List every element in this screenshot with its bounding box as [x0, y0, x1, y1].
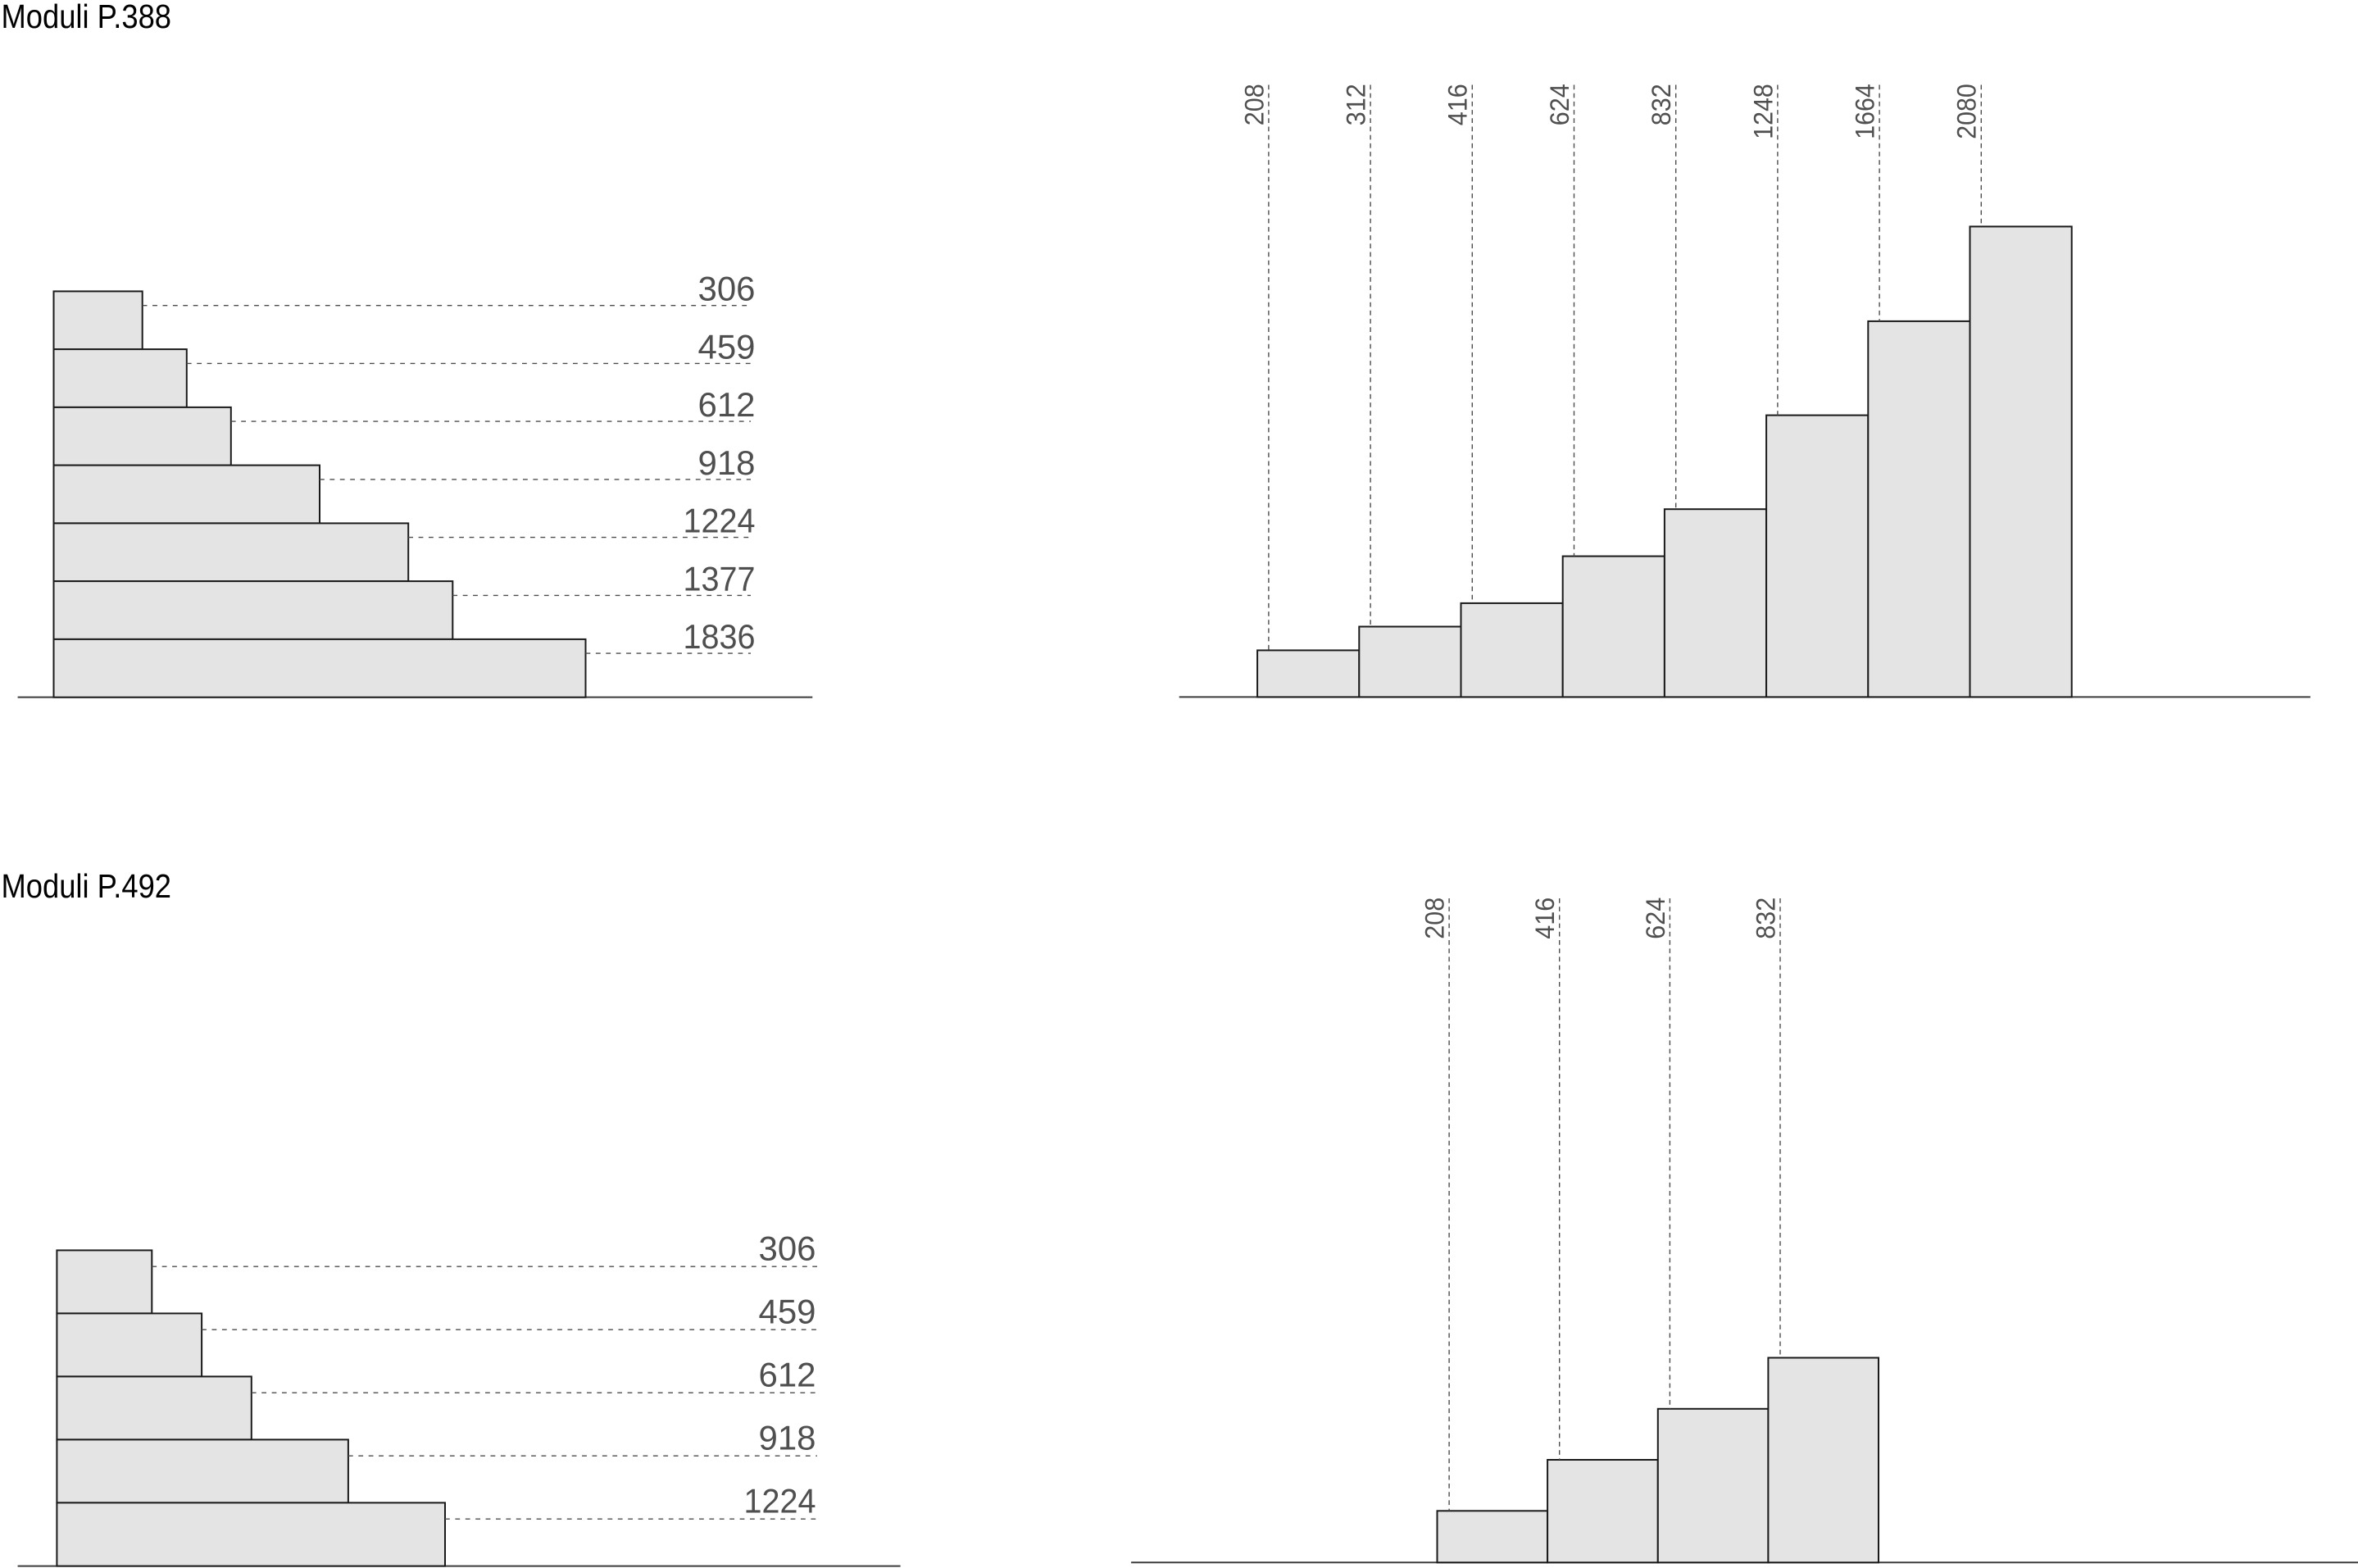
svg-text:1224: 1224 [684, 502, 756, 540]
svg-text:1377: 1377 [684, 559, 756, 598]
svg-text:416: 416 [1530, 898, 1560, 939]
svg-text:624: 624 [1545, 84, 1574, 125]
svg-text:918: 918 [698, 443, 756, 482]
svg-text:1836: 1836 [684, 617, 756, 656]
svg-text:2080: 2080 [1952, 84, 1982, 139]
svg-text:612: 612 [698, 385, 756, 424]
svg-text:Moduli P.388: Moduli P.388 [2, 0, 172, 35]
svg-text:832: 832 [1647, 84, 1676, 125]
svg-text:1664: 1664 [1851, 84, 1880, 139]
svg-text:459: 459 [698, 327, 756, 366]
svg-text:208: 208 [1420, 898, 1450, 939]
svg-text:Moduli P.492: Moduli P.492 [2, 867, 172, 905]
svg-text:459: 459 [759, 1292, 816, 1330]
svg-text:416: 416 [1443, 84, 1473, 125]
svg-text:612: 612 [759, 1355, 816, 1393]
svg-text:306: 306 [759, 1229, 816, 1267]
svg-text:1248: 1248 [1748, 84, 1778, 139]
svg-text:832: 832 [1751, 898, 1780, 939]
svg-text:918: 918 [759, 1418, 816, 1457]
svg-text:1224: 1224 [744, 1481, 816, 1520]
svg-text:208: 208 [1239, 84, 1269, 125]
svg-text:312: 312 [1342, 84, 1371, 125]
svg-text:306: 306 [698, 270, 756, 308]
svg-text:624: 624 [1641, 898, 1670, 939]
